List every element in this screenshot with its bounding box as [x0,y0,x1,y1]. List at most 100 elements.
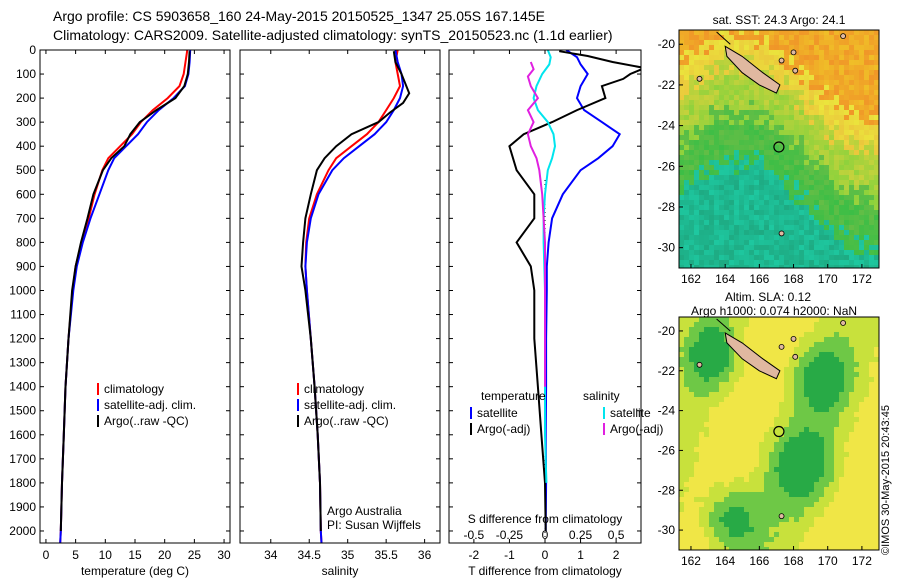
map-cell [724,422,729,427]
map-cell [709,90,714,95]
map-cell [679,437,684,442]
map-cell [809,517,814,522]
map-cell [809,527,814,532]
map-cell [804,135,809,140]
map-cell [804,397,809,402]
map-cell [864,412,869,417]
map-cell [779,155,784,160]
map-cell [684,90,689,95]
map-cell [694,512,699,517]
map-cell [769,397,774,402]
map-cell [719,362,724,367]
map-cell [874,327,879,332]
map-cell [814,140,819,145]
map-cell [869,362,874,367]
map-cell [759,220,764,225]
map-cell [859,40,864,45]
map-cell [679,150,684,155]
map-cell [729,512,734,517]
map-cell [699,150,704,155]
map-cell [754,140,759,145]
map-cell [814,260,819,265]
map-cell [834,497,839,502]
map-cell [789,35,794,40]
map-cell [834,392,839,397]
map-cell [804,437,809,442]
map-cell [809,55,814,60]
map-cell [824,352,829,357]
map-cell [814,135,819,140]
map-cell [679,432,684,437]
map-cell [779,357,784,362]
map-cell [764,487,769,492]
map-cell [779,522,784,527]
map-cell [694,210,699,215]
map-cell [719,472,724,477]
map-cell [824,85,829,90]
map-cell [799,417,804,422]
map-cell [869,412,874,417]
map-cell [739,337,744,342]
map-cell [739,155,744,160]
map-cell [704,175,709,180]
map-cell [809,90,814,95]
map-cell [834,487,839,492]
map-cell [834,337,839,342]
map-cell [734,397,739,402]
map-cell [734,70,739,75]
map-cell [744,80,749,85]
map-cell [794,322,799,327]
map-cell [844,265,849,268]
map-cell [724,532,729,537]
map-cell [679,200,684,205]
map-cell [769,45,774,50]
map-cell [874,55,879,60]
map-cell [819,547,824,550]
map-cell [794,125,799,130]
map-cell [824,230,829,235]
map-cell [754,35,759,40]
s-tick-label: 0.5 [608,528,625,542]
map-cell [689,210,694,215]
map-cell [839,492,844,497]
map-cell [799,462,804,467]
map-cell [724,75,729,80]
sst-map: 162 164 166 168 170 172-20-22-24-26-28-30sat.… [658,13,880,286]
map-cell [694,200,699,205]
map-cell [724,327,729,332]
map-cell [774,120,779,125]
map-cell [859,432,864,437]
map-cell [779,457,784,462]
map-cell [819,200,824,205]
map-cell [749,427,754,432]
map-cell [689,382,694,387]
map-cell [724,407,729,412]
map-cell [779,225,784,230]
map-cell [724,40,729,45]
map-cell [734,327,739,332]
map-cell [839,407,844,412]
map-cell [839,230,844,235]
map-cell [844,260,849,265]
map-cell [684,512,689,517]
map-cell [709,382,714,387]
map-cell [729,200,734,205]
map-cell [754,442,759,447]
map-cell [759,347,764,352]
map-cell [864,462,869,467]
map-cell [839,95,844,100]
map-cell [744,125,749,130]
map-cell [689,100,694,105]
map-cell [769,542,774,547]
map-cell [729,452,734,457]
map-cell [694,65,699,70]
map-cell [709,110,714,115]
map-cell [714,110,719,115]
map-cell [684,240,689,245]
map-cell [679,65,684,70]
map-cell [734,195,739,200]
map-cell [814,482,819,487]
map-cell [769,522,774,527]
map-cell [769,517,774,522]
map-cell [794,195,799,200]
